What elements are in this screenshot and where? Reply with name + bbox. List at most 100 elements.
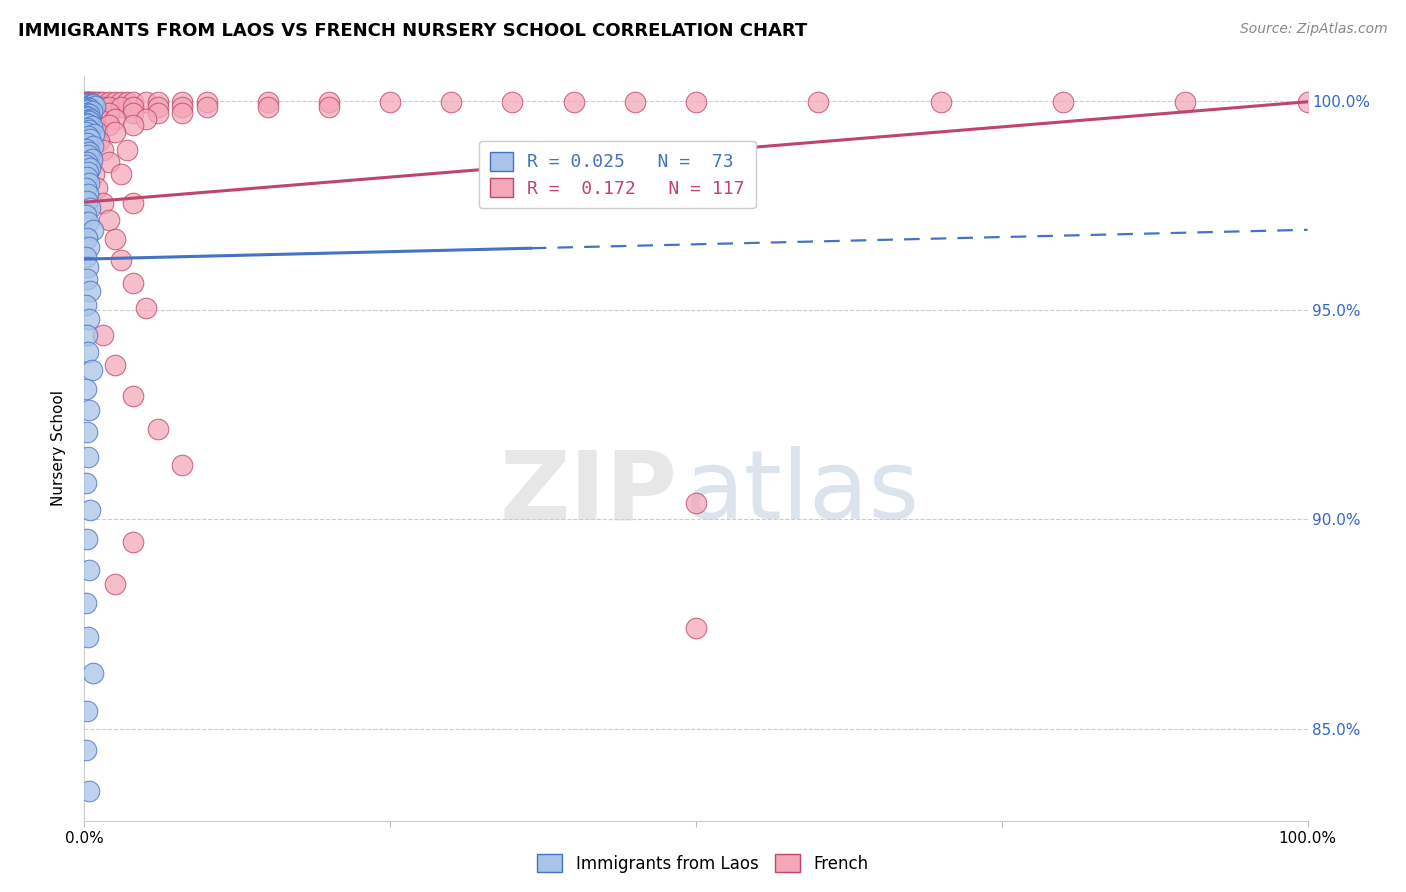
Point bbox=[76, 533, 98, 547]
Point bbox=[75, 125, 97, 139]
Point bbox=[146, 95, 169, 109]
Point bbox=[685, 95, 707, 109]
Point bbox=[77, 631, 100, 645]
Point bbox=[79, 132, 101, 146]
Point bbox=[77, 123, 100, 137]
Point bbox=[73, 95, 96, 109]
Point bbox=[318, 100, 340, 114]
Point bbox=[79, 144, 101, 158]
Point bbox=[75, 382, 97, 396]
Point bbox=[195, 100, 218, 114]
Point bbox=[80, 152, 103, 166]
Point bbox=[75, 250, 97, 264]
Point bbox=[77, 95, 100, 109]
Point bbox=[110, 252, 132, 267]
Point bbox=[110, 95, 132, 109]
Point bbox=[115, 144, 138, 158]
Point bbox=[84, 99, 107, 113]
Point bbox=[75, 181, 97, 195]
Point bbox=[75, 109, 97, 123]
Point bbox=[104, 95, 127, 109]
Point bbox=[172, 95, 194, 109]
Point bbox=[75, 142, 97, 156]
Point bbox=[79, 98, 101, 112]
Point bbox=[76, 105, 98, 120]
Point bbox=[77, 114, 100, 128]
Point bbox=[76, 100, 98, 114]
Point bbox=[77, 215, 100, 229]
Point bbox=[77, 260, 100, 275]
Point bbox=[79, 112, 101, 126]
Point bbox=[77, 129, 100, 144]
Point bbox=[624, 95, 647, 109]
Point bbox=[104, 358, 127, 372]
Point bbox=[77, 110, 100, 124]
Point bbox=[77, 345, 100, 359]
Point bbox=[75, 208, 97, 222]
Point bbox=[146, 422, 169, 436]
Text: Source: ZipAtlas.com: Source: ZipAtlas.com bbox=[1240, 22, 1388, 37]
Point bbox=[77, 107, 100, 121]
Point bbox=[122, 118, 145, 132]
Point bbox=[75, 596, 97, 610]
Point bbox=[75, 103, 97, 117]
Point bbox=[86, 125, 108, 139]
Point bbox=[79, 285, 101, 299]
Point bbox=[172, 105, 194, 120]
Point bbox=[1052, 95, 1074, 109]
Point bbox=[80, 362, 103, 376]
Point bbox=[502, 95, 524, 109]
Point bbox=[257, 95, 280, 109]
Point bbox=[83, 128, 105, 142]
Point bbox=[80, 119, 103, 133]
Point bbox=[79, 161, 101, 175]
Point bbox=[79, 503, 101, 517]
Legend: R = 0.025   N =  73, R =  0.172   N = 117: R = 0.025 N = 73, R = 0.172 N = 117 bbox=[478, 141, 756, 209]
Point bbox=[76, 95, 98, 109]
Point bbox=[77, 240, 100, 254]
Point bbox=[97, 95, 120, 109]
Point bbox=[77, 117, 100, 131]
Point bbox=[77, 871, 100, 886]
Point bbox=[1174, 95, 1197, 109]
Point bbox=[77, 145, 100, 159]
Point bbox=[76, 328, 98, 343]
Point bbox=[122, 95, 145, 109]
Point bbox=[122, 196, 145, 211]
Point bbox=[77, 312, 100, 326]
Point bbox=[195, 95, 218, 109]
Point bbox=[75, 95, 97, 110]
Point bbox=[104, 112, 127, 126]
Point bbox=[146, 100, 169, 114]
Point bbox=[97, 118, 120, 132]
Point bbox=[75, 475, 97, 490]
Point bbox=[172, 458, 194, 472]
Point bbox=[75, 743, 97, 757]
Point bbox=[77, 95, 100, 109]
Point bbox=[122, 105, 145, 120]
Point bbox=[76, 154, 98, 169]
Point bbox=[104, 577, 127, 591]
Point bbox=[75, 157, 97, 171]
Point bbox=[79, 105, 101, 120]
Point bbox=[135, 112, 157, 126]
Point bbox=[91, 196, 114, 211]
Point bbox=[76, 170, 98, 185]
Point bbox=[77, 563, 100, 577]
Point bbox=[87, 112, 110, 126]
Point bbox=[685, 621, 707, 635]
Point bbox=[82, 97, 104, 112]
Point bbox=[76, 272, 98, 286]
Text: atlas: atlas bbox=[683, 446, 920, 540]
Point bbox=[83, 95, 105, 109]
Point bbox=[110, 167, 132, 181]
Point bbox=[97, 100, 120, 114]
Point bbox=[380, 95, 402, 109]
Text: IMMIGRANTS FROM LAOS VS FRENCH NURSERY SCHOOL CORRELATION CHART: IMMIGRANTS FROM LAOS VS FRENCH NURSERY S… bbox=[18, 22, 807, 40]
Point bbox=[91, 100, 114, 114]
Point bbox=[77, 134, 100, 148]
Point bbox=[77, 101, 100, 115]
Point bbox=[77, 784, 100, 798]
Point bbox=[76, 231, 98, 245]
Point bbox=[76, 136, 98, 150]
